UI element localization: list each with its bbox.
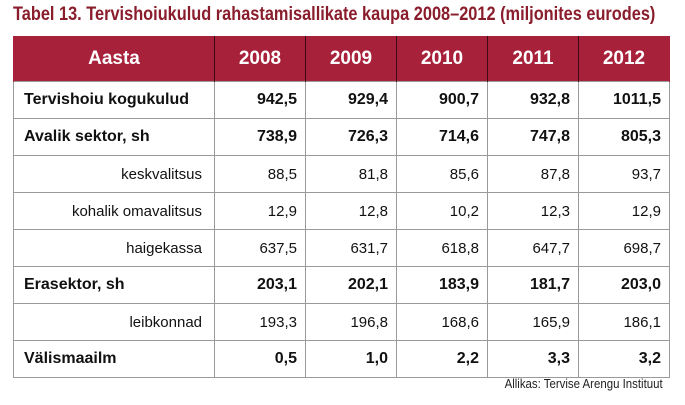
row-label: kohalik omavalitsus bbox=[13, 192, 215, 230]
table-row: keskvalitsus 88,5 81,8 85,6 87,8 93,7 bbox=[13, 155, 670, 193]
value-cell: 196,8 bbox=[305, 303, 397, 341]
value-cell: 714,6 bbox=[396, 118, 488, 156]
value-cell: 929,4 bbox=[305, 81, 397, 119]
value-cell: 85,6 bbox=[396, 155, 488, 193]
value-cell: 698,7 bbox=[578, 229, 670, 267]
value-cell: 900,7 bbox=[396, 81, 488, 119]
row-label: leibkonnad bbox=[13, 303, 215, 341]
value-cell: 183,9 bbox=[396, 266, 488, 304]
value-cell: 81,8 bbox=[305, 155, 397, 193]
header-year: 2009 bbox=[305, 36, 397, 82]
data-table: Aasta 2008 2009 2010 2011 2012 Tervishoiu kog… bbox=[13, 36, 670, 378]
table-body: Tervishoiu kogukulud 942,5 929,4 900,7 932,8… bbox=[13, 81, 670, 378]
value-cell: 165,9 bbox=[487, 303, 579, 341]
row-label: haigekassa bbox=[13, 229, 215, 267]
row-label: Tervishoiu kogukulud bbox=[13, 81, 215, 119]
table-title: Tabel 13. Tervishoiukulud rahastamisalli… bbox=[13, 4, 656, 25]
value-cell: 0,5 bbox=[214, 340, 306, 378]
value-cell: 12,9 bbox=[214, 192, 306, 230]
header-year: 2010 bbox=[396, 36, 488, 82]
header-year: 2008 bbox=[214, 36, 306, 82]
value-cell: 203,1 bbox=[214, 266, 306, 304]
value-cell: 932,8 bbox=[487, 81, 579, 119]
value-cell: 12,3 bbox=[487, 192, 579, 230]
value-cell: 726,3 bbox=[305, 118, 397, 156]
table-row: Tervishoiu kogukulud 942,5 929,4 900,7 932,8… bbox=[13, 81, 670, 119]
value-cell: 1,0 bbox=[305, 340, 397, 378]
table-row: Avalik sektor, sh 738,9 726,3 714,6 747,8 805… bbox=[13, 118, 670, 156]
value-cell: 12,8 bbox=[305, 192, 397, 230]
value-cell: 181,7 bbox=[487, 266, 579, 304]
source-note: Allikas: Tervise Arengu Instituut bbox=[504, 376, 663, 391]
value-cell: 631,7 bbox=[305, 229, 397, 267]
value-cell: 3,3 bbox=[487, 340, 579, 378]
value-cell: 637,5 bbox=[214, 229, 306, 267]
value-cell: 805,3 bbox=[578, 118, 670, 156]
row-label: Välismaailm bbox=[13, 340, 215, 378]
value-cell: 942,5 bbox=[214, 81, 306, 119]
row-label: keskvalitsus bbox=[13, 155, 215, 193]
table-row: leibkonnad 193,3 196,8 168,6 165,9 186,1 bbox=[13, 303, 670, 341]
value-cell: 2,2 bbox=[396, 340, 488, 378]
header-row: Aasta 2008 2009 2010 2011 2012 bbox=[13, 36, 670, 82]
value-cell: 202,1 bbox=[305, 266, 397, 304]
table-row: Erasektor, sh 203,1 202,1 183,9 181,7 203,0 bbox=[13, 266, 670, 304]
value-cell: 193,3 bbox=[214, 303, 306, 341]
value-cell: 93,7 bbox=[578, 155, 670, 193]
value-cell: 12,9 bbox=[578, 192, 670, 230]
header-year-label: Aasta bbox=[13, 36, 215, 82]
value-cell: 647,7 bbox=[487, 229, 579, 267]
table-row: haigekassa 637,5 631,7 618,8 647,7 698,7 bbox=[13, 229, 670, 267]
value-cell: 3,2 bbox=[578, 340, 670, 378]
value-cell: 87,8 bbox=[487, 155, 579, 193]
value-cell: 168,6 bbox=[396, 303, 488, 341]
value-cell: 738,9 bbox=[214, 118, 306, 156]
value-cell: 203,0 bbox=[578, 266, 670, 304]
value-cell: 10,2 bbox=[396, 192, 488, 230]
header-year: 2011 bbox=[487, 36, 579, 82]
value-cell: 618,8 bbox=[396, 229, 488, 267]
value-cell: 88,5 bbox=[214, 155, 306, 193]
header-year: 2012 bbox=[578, 36, 670, 82]
row-label: Erasektor, sh bbox=[13, 266, 215, 304]
table-row: kohalik omavalitsus 12,9 12,8 10,2 12,3 12,9 bbox=[13, 192, 670, 230]
row-label: Avalik sektor, sh bbox=[13, 118, 215, 156]
value-cell: 747,8 bbox=[487, 118, 579, 156]
value-cell: 186,1 bbox=[578, 303, 670, 341]
table-row: Välismaailm 0,5 1,0 2,2 3,3 3,2 bbox=[13, 340, 670, 378]
value-cell: 1011,5 bbox=[578, 81, 670, 119]
